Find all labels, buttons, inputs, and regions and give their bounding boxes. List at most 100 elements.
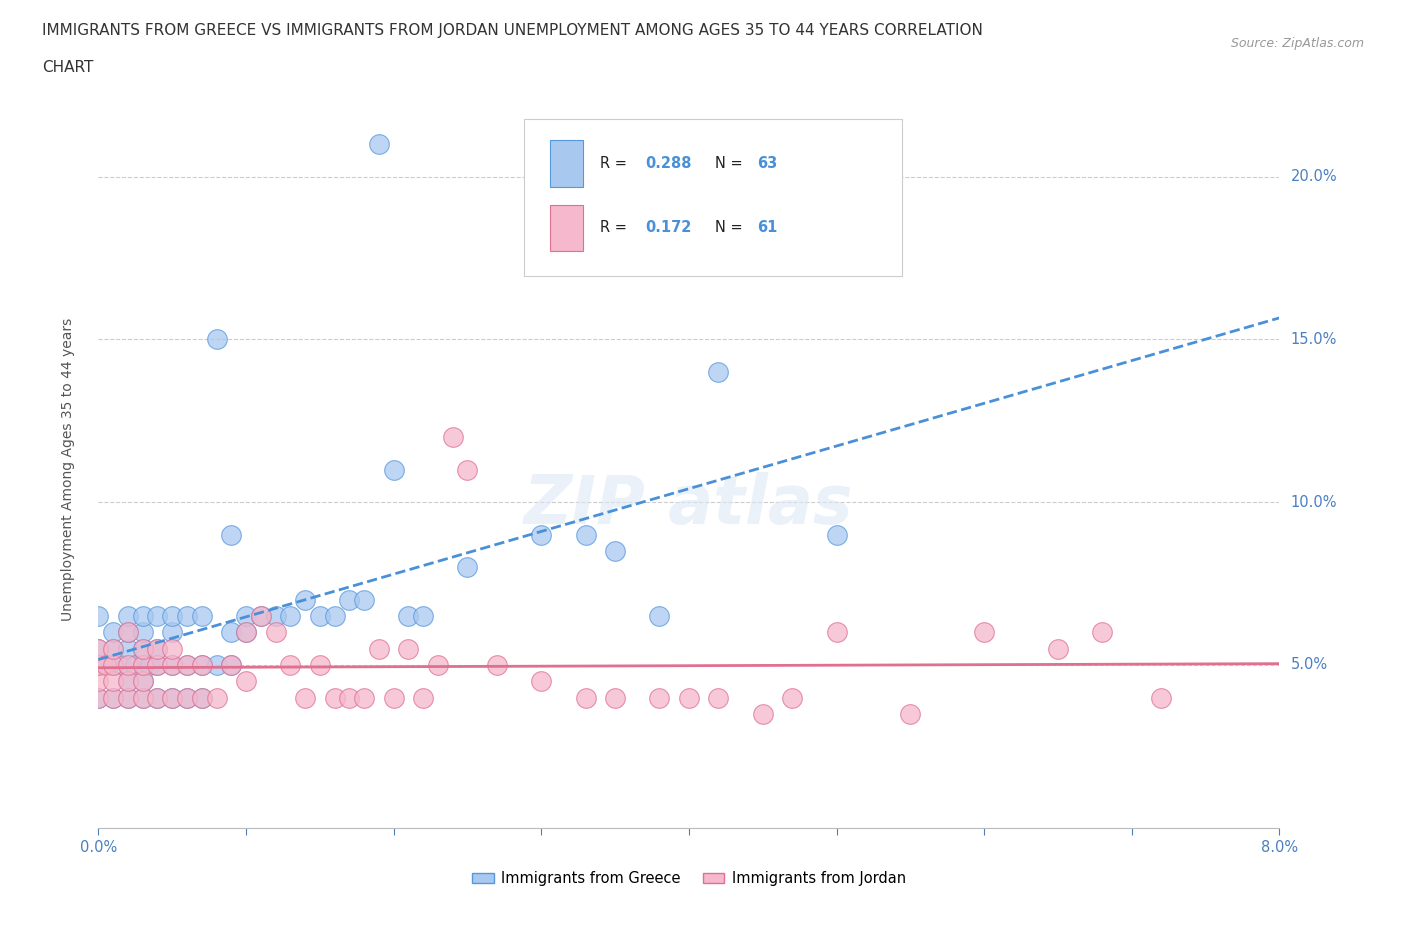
- Point: [367, 642, 389, 657]
- Point: [110, 658, 132, 672]
- Point: [162, 658, 183, 672]
- Point: [103, 642, 124, 657]
- Point: [117, 690, 139, 705]
- Point: [117, 690, 139, 705]
- Point: [825, 527, 848, 542]
- Point: [648, 608, 671, 623]
- Point: [162, 690, 183, 705]
- Point: [103, 658, 124, 672]
- Point: [782, 690, 804, 705]
- Point: [308, 608, 332, 623]
- Point: [382, 462, 405, 477]
- Point: [146, 658, 169, 672]
- Point: [205, 690, 228, 705]
- Text: N =: N =: [714, 155, 747, 171]
- Point: [117, 658, 139, 672]
- Point: [412, 690, 434, 705]
- Point: [973, 625, 995, 640]
- Point: [412, 608, 434, 623]
- Point: [530, 527, 553, 542]
- Point: [191, 658, 214, 672]
- Text: CHART: CHART: [42, 60, 94, 75]
- Point: [441, 430, 464, 445]
- Point: [146, 690, 169, 705]
- Point: [235, 673, 257, 688]
- Point: [294, 690, 316, 705]
- Text: 10.0%: 10.0%: [1291, 495, 1337, 510]
- Point: [117, 625, 139, 640]
- FancyBboxPatch shape: [550, 205, 582, 251]
- Point: [103, 690, 124, 705]
- Point: [146, 658, 169, 672]
- Point: [176, 608, 198, 623]
- Point: [146, 690, 169, 705]
- Y-axis label: Unemployment Among Ages 35 to 44 years: Unemployment Among Ages 35 to 44 years: [60, 318, 75, 621]
- Point: [648, 690, 671, 705]
- Point: [162, 658, 183, 672]
- Point: [205, 658, 228, 672]
- Legend: Immigrants from Greece, Immigrants from Jordan: Immigrants from Greece, Immigrants from …: [467, 865, 911, 892]
- Point: [132, 642, 155, 657]
- Point: [87, 658, 110, 672]
- Point: [396, 642, 419, 657]
- Point: [94, 658, 117, 672]
- Point: [117, 608, 139, 623]
- Point: [337, 592, 360, 607]
- Text: 63: 63: [758, 155, 778, 171]
- Point: [191, 658, 214, 672]
- Point: [132, 658, 155, 672]
- Text: 15.0%: 15.0%: [1291, 332, 1337, 347]
- Point: [132, 673, 155, 688]
- Point: [117, 642, 139, 657]
- Point: [124, 658, 146, 672]
- Point: [574, 690, 596, 705]
- Text: 0.172: 0.172: [645, 220, 692, 235]
- Point: [264, 608, 287, 623]
- Point: [219, 658, 242, 672]
- Point: [87, 690, 110, 705]
- Point: [485, 658, 508, 672]
- Point: [146, 642, 169, 657]
- Point: [191, 690, 214, 705]
- Point: [574, 527, 596, 542]
- Point: [898, 707, 921, 722]
- Point: [94, 658, 117, 672]
- Point: [605, 543, 627, 558]
- Text: Source: ZipAtlas.com: Source: ZipAtlas.com: [1230, 37, 1364, 50]
- Point: [87, 658, 110, 672]
- Point: [235, 625, 257, 640]
- Point: [308, 658, 332, 672]
- Point: [456, 462, 478, 477]
- Point: [132, 690, 155, 705]
- Point: [87, 642, 110, 657]
- Point: [323, 690, 346, 705]
- Point: [1091, 625, 1114, 640]
- Point: [353, 690, 375, 705]
- Point: [162, 642, 183, 657]
- Point: [162, 690, 183, 705]
- Point: [103, 690, 124, 705]
- Point: [132, 690, 155, 705]
- Point: [396, 608, 419, 623]
- Point: [117, 673, 139, 688]
- Text: 61: 61: [758, 220, 778, 235]
- Point: [426, 658, 449, 672]
- Point: [117, 673, 139, 688]
- Point: [250, 608, 273, 623]
- Point: [751, 707, 773, 722]
- Point: [235, 625, 257, 640]
- Point: [264, 625, 287, 640]
- Text: ZIP atlas: ZIP atlas: [524, 472, 853, 538]
- Point: [678, 690, 700, 705]
- Point: [176, 658, 198, 672]
- Text: R =: R =: [600, 155, 631, 171]
- Point: [707, 690, 730, 705]
- Point: [456, 560, 478, 575]
- Point: [132, 625, 155, 640]
- Point: [294, 592, 316, 607]
- Text: 0.288: 0.288: [645, 155, 692, 171]
- Point: [103, 658, 124, 672]
- Point: [205, 332, 228, 347]
- Point: [87, 608, 110, 623]
- Point: [278, 608, 301, 623]
